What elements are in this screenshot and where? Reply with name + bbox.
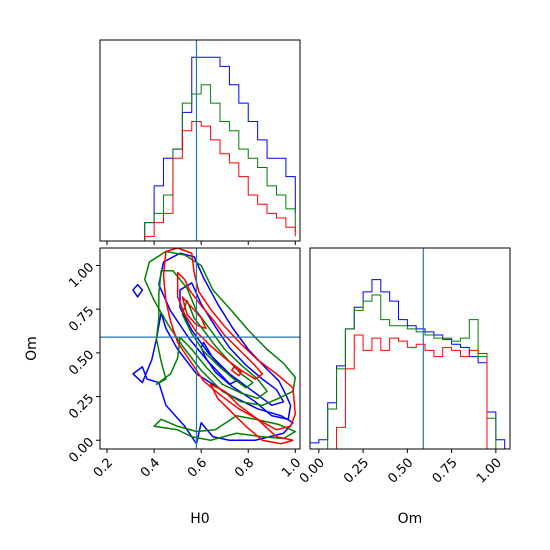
scatter-x-tick-label: 0.2	[91, 455, 116, 480]
scatter-x-tick-label: 0.4	[138, 455, 163, 480]
om-x-tick-label: 1.00	[474, 455, 505, 486]
om-histogram-frame	[309, 247, 511, 450]
contour-10	[176, 271, 264, 380]
h0-histogram-frame	[99, 39, 301, 242]
contour-11	[181, 296, 207, 330]
histogram-h0-panel	[99, 39, 301, 245]
scatter-y-tick-label: 0.75	[66, 304, 97, 335]
contour-6	[155, 269, 268, 400]
scatter-y-tick-label: 0.00	[66, 435, 97, 466]
scatter-frame	[99, 247, 301, 450]
h0-histogram-series-1	[107, 84, 296, 242]
om-x-tick-label: 0.75	[430, 455, 461, 486]
x-axis-label-h0: H0	[190, 511, 209, 527]
om-histogram-series-2	[310, 334, 505, 450]
om-x-tick-label: 0.25	[341, 455, 372, 486]
contour-0	[158, 252, 292, 421]
contour-9	[162, 248, 297, 431]
histogram-om-panel: 0.00 0.25 0.50 0.75 1.00 Om	[297, 247, 511, 527]
om-histogram-series-0	[309, 279, 506, 449]
om-x-tick-label: 0.00	[297, 455, 328, 486]
scatter-x-tick-label: 0.6	[185, 455, 210, 480]
scatter-y-tick-label: 0.50	[66, 348, 97, 379]
scatter-y-tick-label: 0.25	[66, 391, 97, 422]
y-axis-label-om: Om	[24, 336, 40, 361]
scatter-contours	[132, 248, 297, 445]
contour-13	[209, 383, 294, 445]
scatter-y-tick-label: 1.00	[66, 260, 97, 291]
contour-8	[153, 415, 297, 442]
contour-4	[132, 283, 144, 298]
om-histogram-series-1	[310, 294, 505, 450]
x-axis-label-om: Om	[398, 511, 423, 527]
om-x-tick-label: 0.50	[385, 455, 416, 486]
scatter-x-tick-label: 0.8	[232, 455, 257, 480]
contour-12	[231, 366, 242, 377]
h0-histogram-series-2	[107, 121, 296, 242]
